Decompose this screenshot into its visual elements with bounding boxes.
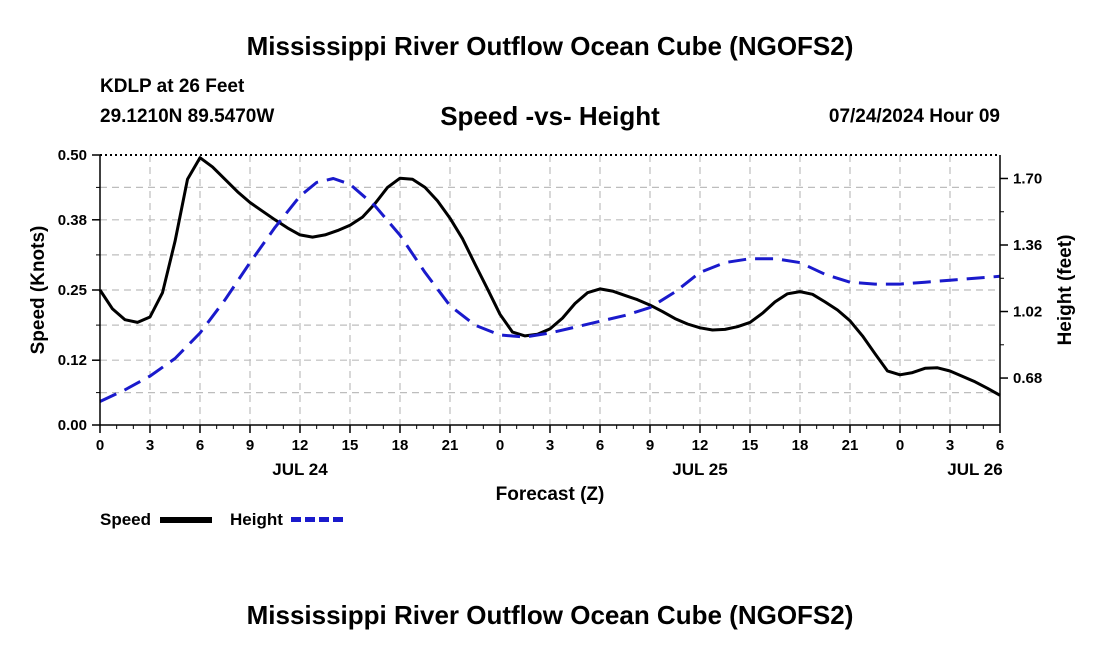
x-tick-label: 6 [596,437,604,454]
x-tick-label: 12 [692,437,709,454]
x-tick-label: 12 [292,437,309,454]
x-tick-label: 21 [842,437,859,454]
y-tick-label-left: 0.50 [58,147,87,164]
x-tick-label: 6 [996,437,1004,454]
series-height-line [99,177,1001,403]
x-day-label: JUL 26 [947,460,1002,479]
axes: 0 3 6 9 12 15 18 21 0 3 6 9 12 15 18 21 0 3 6 JUL 24 JUL 25 J… [58,147,1042,479]
legend-speed-label: Speed [100,510,152,529]
y-tick-label-left: 0.00 [58,417,87,434]
x-tick-label: 6 [196,437,204,454]
x-day-label: JUL 25 [672,460,727,479]
series-speed-line [98,156,1001,397]
y-tick-label-right: 1.36 [1013,237,1042,254]
x-tick-label: 3 [546,437,554,454]
x-tick-label: 15 [742,437,759,454]
y-tick-label-right: 0.68 [1013,370,1042,387]
x-tick-label: 3 [946,437,954,454]
x-tick-label: 9 [246,437,254,454]
y-tick-label-right: 1.70 [1013,170,1042,187]
legend-height-label: Height [230,510,283,529]
x-tick-label: 0 [896,437,904,454]
y-axis-label-left: Speed (Knots) [28,226,49,355]
grid-lines [100,154,1000,425]
y-tick-label-left: 0.25 [58,282,87,299]
series-lines [98,156,1001,403]
x-tick-label: 21 [442,437,459,454]
station-name: KDLP at 26 Feet [100,76,245,97]
y-tick-label-left: 0.38 [58,212,87,229]
x-tick-label: 18 [792,437,809,454]
x-tick-label: 3 [146,437,154,454]
forecast-date: 07/24/2024 Hour 09 [828,106,1000,127]
x-tick-label: 15 [342,437,359,454]
y-tick-label-right: 1.02 [1013,304,1042,321]
footer-title: Mississippi River Outflow Ocean Cube (NG… [246,600,854,630]
main-title: Mississippi River Outflow Ocean Cube (NG… [246,31,854,61]
station-coordinates: 29.1210N 89.5470W [100,106,275,127]
legend-height-swatch [291,517,343,522]
x-tick-label: 0 [96,437,104,454]
x-tick-label: 9 [646,437,654,454]
x-day-label: JUL 24 [272,460,328,479]
y-axis-label-right: Height (feet) [1055,235,1076,346]
y-tick-label-left: 0.12 [58,352,87,369]
x-tick-label: 0 [496,437,504,454]
x-axis-label: Forecast (Z) [496,484,605,505]
legend-speed-swatch [160,517,212,523]
x-tick-label: 18 [392,437,409,454]
chart-subtitle: Speed -vs- Height [440,101,660,131]
